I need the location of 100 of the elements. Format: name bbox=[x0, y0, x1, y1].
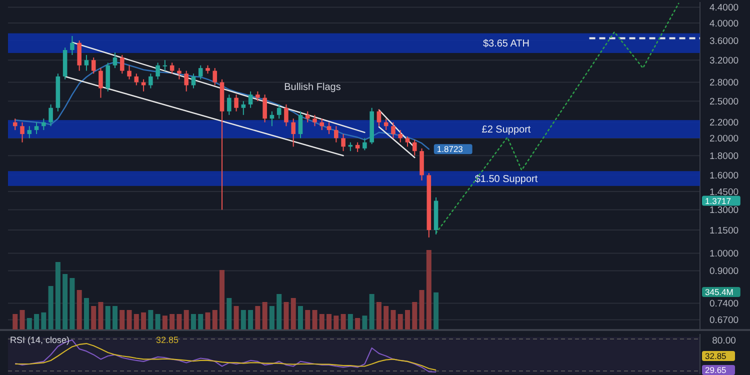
bar bbox=[398, 314, 403, 330]
y-tick-label: 2.0000 bbox=[709, 133, 739, 144]
bar bbox=[362, 316, 368, 330]
candlestick bbox=[398, 130, 403, 143]
bar bbox=[148, 310, 154, 330]
annotation: RSI (14, close) bbox=[10, 335, 70, 345]
candlestick bbox=[156, 62, 160, 80]
y-tick-label: 0.7400 bbox=[709, 298, 739, 310]
text: 32.85 bbox=[705, 351, 727, 361]
candlestick bbox=[276, 104, 282, 120]
candlestick bbox=[34, 122, 39, 135]
y-tick-label: 0.9000 bbox=[709, 266, 739, 278]
candlestick bbox=[127, 64, 132, 80]
candlestick bbox=[170, 62, 174, 74]
bar bbox=[369, 294, 374, 330]
candlestick bbox=[42, 118, 46, 131]
candlestick bbox=[48, 104, 53, 127]
y-tick-label: 1.4500 bbox=[709, 186, 739, 198]
candlestick bbox=[355, 142, 360, 152]
candlestick bbox=[184, 70, 188, 92]
bar bbox=[355, 318, 360, 330]
bar bbox=[269, 306, 274, 330]
candlestick bbox=[376, 108, 382, 127]
candlestick bbox=[198, 64, 203, 80]
candlestick bbox=[120, 54, 124, 74]
bar bbox=[141, 312, 146, 330]
bar bbox=[26, 318, 32, 330]
bar bbox=[20, 310, 25, 330]
candlestick bbox=[334, 126, 338, 143]
y-tick-label: 1.0000 bbox=[709, 248, 739, 260]
bar bbox=[312, 310, 318, 330]
bar bbox=[198, 314, 204, 330]
candlestick bbox=[162, 60, 168, 72]
bar bbox=[234, 306, 239, 330]
candlestick bbox=[141, 78, 146, 92]
bar bbox=[12, 314, 18, 330]
bar bbox=[298, 306, 303, 330]
candlestick bbox=[391, 122, 396, 139]
candlestick bbox=[298, 110, 303, 139]
y-tick-label: 2.8000 bbox=[709, 78, 739, 89]
y-tick-label: 1.8000 bbox=[709, 150, 739, 162]
bar bbox=[112, 306, 118, 330]
candlestick bbox=[112, 52, 118, 69]
candlestick bbox=[27, 126, 32, 139]
band-label: $3.65 ATH bbox=[482, 38, 530, 50]
bar bbox=[120, 310, 125, 330]
bar bbox=[170, 314, 175, 330]
bar bbox=[384, 306, 389, 330]
candlestick bbox=[70, 35, 74, 56]
y-tick-label: 2.5000 bbox=[709, 96, 739, 108]
candlestick bbox=[20, 122, 24, 143]
band-label: $1.50 Support bbox=[474, 174, 538, 186]
bar bbox=[91, 306, 96, 330]
y-tick-label: 3.6000 bbox=[709, 36, 739, 47]
bar bbox=[70, 278, 75, 330]
line-series bbox=[435, 2, 680, 234]
bar bbox=[412, 302, 418, 330]
bar bbox=[226, 298, 232, 330]
bar bbox=[405, 310, 410, 330]
candlestick bbox=[134, 73, 139, 86]
candlestick bbox=[12, 118, 18, 131]
bar bbox=[134, 314, 139, 330]
candlestick bbox=[212, 68, 218, 86]
bar bbox=[305, 310, 310, 330]
candlestick bbox=[270, 110, 274, 127]
bar bbox=[34, 314, 40, 330]
y-tick-label: 3.2000 bbox=[709, 55, 739, 66]
candlestick bbox=[291, 118, 296, 148]
candlestick bbox=[284, 104, 288, 127]
y-tick-label: 2.2000 bbox=[709, 118, 739, 129]
bar bbox=[98, 302, 104, 330]
bar bbox=[434, 292, 439, 330]
candlestick bbox=[98, 68, 103, 98]
bar bbox=[376, 302, 382, 330]
y-tick-label: 0.6700 bbox=[709, 315, 739, 326]
annotation: Bullish Flags bbox=[284, 82, 341, 93]
bar bbox=[426, 250, 432, 330]
bar bbox=[340, 314, 346, 330]
text: 80.00 bbox=[712, 335, 736, 346]
candlestick bbox=[191, 73, 196, 89]
bar bbox=[248, 310, 254, 330]
bar bbox=[55, 262, 60, 330]
candlestick bbox=[234, 94, 238, 112]
bar bbox=[334, 316, 339, 330]
band-label: £2 Support bbox=[482, 124, 531, 136]
bar bbox=[105, 306, 110, 330]
text: 345.4M bbox=[705, 287, 734, 297]
candlestick bbox=[412, 139, 417, 156]
candlestick bbox=[362, 138, 367, 151]
candlestick bbox=[248, 90, 253, 108]
candlestick bbox=[91, 57, 96, 74]
bar bbox=[48, 286, 54, 330]
text: 29.65 bbox=[705, 365, 727, 375]
bar bbox=[326, 314, 332, 330]
bar bbox=[419, 290, 424, 330]
annotation: 32.85 bbox=[156, 335, 179, 345]
bar bbox=[76, 290, 82, 330]
bar bbox=[240, 310, 246, 330]
bar bbox=[176, 314, 182, 330]
candlestick bbox=[106, 62, 110, 92]
